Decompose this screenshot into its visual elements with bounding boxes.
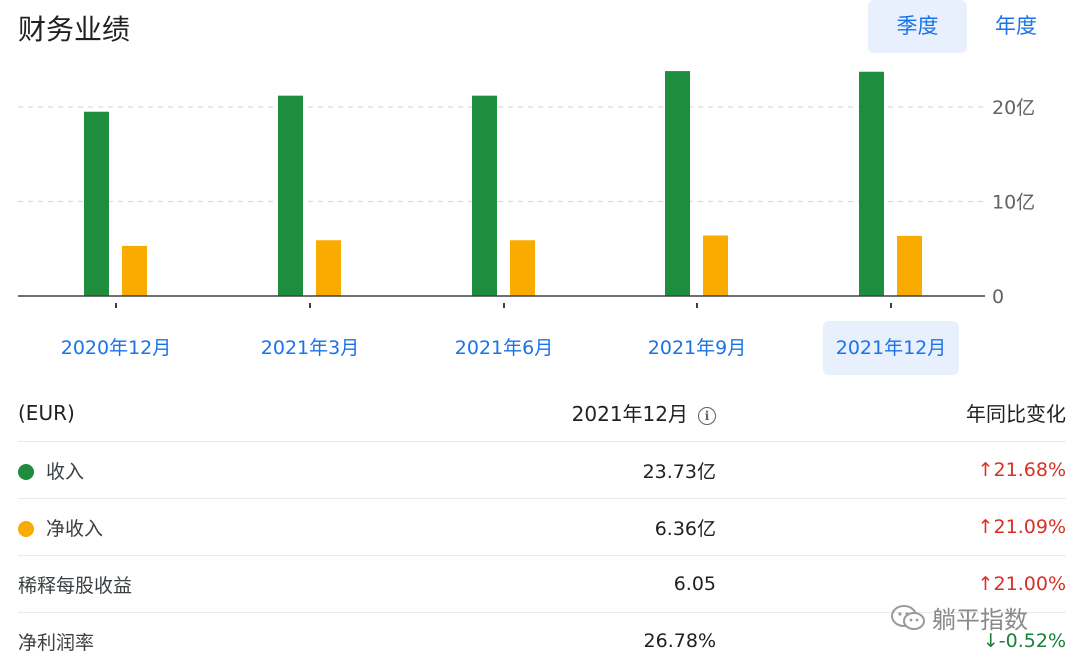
x-tick-label[interactable]: 2021年3月 [260, 337, 360, 359]
currency-label: (EUR) [18, 384, 398, 442]
y-tick-label: 0 [992, 286, 1004, 308]
watermark: 躺平指数 [890, 600, 1028, 638]
table-row: 净利润率 26.78% ↓-0.52% [18, 613, 1066, 669]
wechat-icon [890, 604, 926, 638]
x-tick-label[interactable]: 2021年9月 [647, 337, 747, 359]
table-row: 净收入 6.36亿 ↑21.09% [18, 498, 1066, 556]
x-tick-label[interactable]: 2020年12月 [60, 337, 172, 359]
financial-bar-chart: 0 10亿 20亿 [18, 71, 1035, 308]
period-header-label: 2021年12月 [571, 402, 688, 426]
bar-net-income [510, 240, 535, 296]
bar-revenue [472, 95, 497, 296]
table-row: 稀释每股收益 6.05 ↑21.00% [18, 555, 1066, 613]
bar-revenue [84, 111, 109, 296]
bar-net-income [897, 235, 922, 296]
y-tick-label: 20亿 [992, 97, 1035, 119]
bar-net-income [316, 240, 341, 296]
x-tick-label[interactable]: 2021年6月 [454, 337, 554, 359]
row-label: 收入 [46, 460, 85, 483]
row-value: 6.36亿 [398, 498, 716, 556]
quarterly-tab[interactable]: 季度 [868, 0, 967, 53]
bar-revenue [859, 71, 884, 296]
row-label: 净利润率 [18, 631, 95, 654]
financial-table: (EUR) 2021年12月 i 年同比变化 收入 23.73亿 ↑21.68% … [18, 384, 1066, 669]
row-value: 23.73亿 [398, 441, 716, 499]
y-tick-label: 10亿 [992, 192, 1035, 214]
net-income-legend-dot [18, 520, 34, 537]
watermark-text: 躺平指数 [932, 606, 1028, 634]
bar-revenue [278, 95, 303, 296]
x-tick-label[interactable]: 2021年12月 [823, 321, 959, 375]
arrow-down-icon: ↓ [982, 630, 999, 652]
bar-net-income [122, 245, 147, 296]
row-change: 21.00% [993, 573, 1066, 595]
arrow-up-icon: ↑ [977, 516, 994, 538]
revenue-legend-dot [18, 463, 34, 480]
row-change: -0.52% [998, 630, 1066, 652]
page-title: 财务业绩 [18, 13, 131, 46]
bar-net-income [703, 235, 728, 296]
table-row: 收入 23.73亿 ↑21.68% [18, 441, 1066, 499]
row-value: 6.05 [398, 555, 716, 613]
arrow-up-icon: ↑ [977, 459, 994, 481]
change-header: 年同比变化 [716, 384, 1066, 442]
row-label: 稀释每股收益 [18, 555, 398, 613]
bar-revenue [665, 71, 690, 296]
annual-tab[interactable]: 年度 [995, 14, 1037, 38]
arrow-up-icon: ↑ [977, 573, 994, 595]
table-header-row: (EUR) 2021年12月 i 年同比变化 [18, 384, 1066, 442]
info-icon[interactable]: i [698, 407, 716, 425]
row-value: 26.78% [643, 630, 716, 652]
row-change: 21.09% [993, 516, 1066, 538]
period-header: 2021年12月 i [398, 384, 716, 442]
row-label: 净收入 [46, 517, 104, 540]
row-change: 21.68% [993, 459, 1066, 481]
